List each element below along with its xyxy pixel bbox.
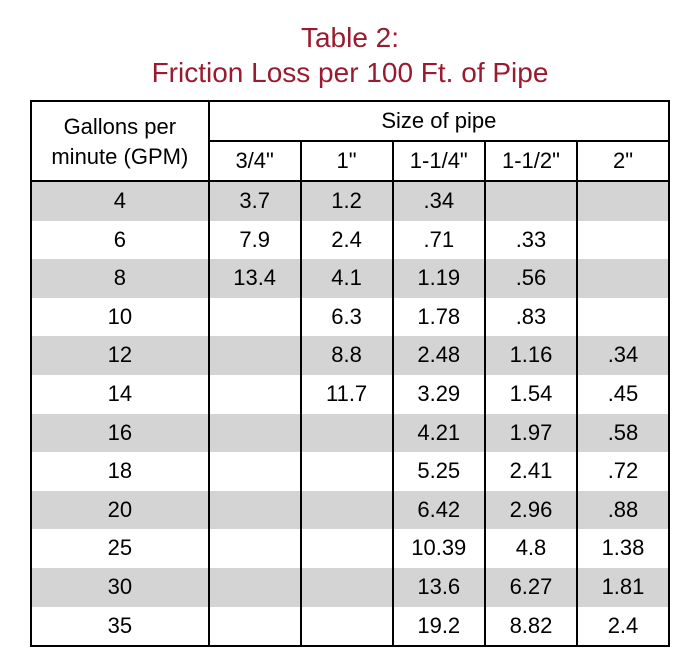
value-cell: 6.3	[301, 298, 393, 337]
value-cell: 6.42	[393, 491, 485, 530]
value-cell	[209, 375, 301, 414]
value-cell: .72	[577, 452, 669, 491]
title-line-1: Table 2:	[301, 22, 399, 53]
title-line-2: Friction Loss per 100 Ft. of Pipe	[152, 57, 549, 88]
value-cell: .34	[577, 336, 669, 375]
value-cell	[577, 221, 669, 260]
value-cell	[209, 452, 301, 491]
col-header: 2"	[577, 141, 669, 181]
value-cell: .58	[577, 414, 669, 453]
value-cell: 1.97	[485, 414, 577, 453]
value-cell: 1.54	[485, 375, 577, 414]
table-row: 20 6.422.96.88	[31, 491, 669, 530]
gpm-cell: 4	[31, 181, 209, 221]
value-cell: 5.25	[393, 452, 485, 491]
gpm-cell: 18	[31, 452, 209, 491]
gpm-cell: 16	[31, 414, 209, 453]
table-row: 67.92.4.71.33	[31, 221, 669, 260]
value-cell	[209, 491, 301, 530]
friction-loss-table: Gallons per Size of pipe minute (GPM) 3/…	[30, 100, 670, 647]
value-cell: 19.2	[393, 607, 485, 647]
col-header: 3/4"	[209, 141, 301, 181]
value-cell: 8.8	[301, 336, 393, 375]
value-cell: 1.16	[485, 336, 577, 375]
table-row: 10 6.31.78.83	[31, 298, 669, 337]
col-header: 1-1/2"	[485, 141, 577, 181]
value-cell: 1.78	[393, 298, 485, 337]
value-cell: 8.82	[485, 607, 577, 647]
value-cell: .83	[485, 298, 577, 337]
value-cell: .71	[393, 221, 485, 260]
col-header: 1-1/4"	[393, 141, 485, 181]
value-cell	[209, 298, 301, 337]
value-cell: 2.4	[301, 221, 393, 260]
value-cell	[209, 529, 301, 568]
value-cell	[301, 452, 393, 491]
value-cell: 7.9	[209, 221, 301, 260]
gpm-cell: 8	[31, 259, 209, 298]
value-cell: 1.19	[393, 259, 485, 298]
value-cell: 4.1	[301, 259, 393, 298]
gpm-cell: 25	[31, 529, 209, 568]
value-cell: 10.39	[393, 529, 485, 568]
value-cell: 2.41	[485, 452, 577, 491]
value-cell: .34	[393, 181, 485, 221]
table-row: 12 8.82.481.16.34	[31, 336, 669, 375]
value-cell: 3.7	[209, 181, 301, 221]
table-row: 18 5.252.41.72	[31, 452, 669, 491]
value-cell	[577, 181, 669, 221]
value-cell	[209, 336, 301, 375]
value-cell: 4.8	[485, 529, 577, 568]
value-cell: .56	[485, 259, 577, 298]
gpm-cell: 12	[31, 336, 209, 375]
col-header: 1"	[301, 141, 393, 181]
gpm-cell: 6	[31, 221, 209, 260]
value-cell: 6.27	[485, 568, 577, 607]
value-cell	[301, 607, 393, 647]
value-cell: 1.2	[301, 181, 393, 221]
value-cell	[209, 414, 301, 453]
value-cell	[301, 491, 393, 530]
value-cell: 2.4	[577, 607, 669, 647]
value-cell	[577, 298, 669, 337]
value-cell: 1.81	[577, 568, 669, 607]
value-cell: 13.6	[393, 568, 485, 607]
value-cell: 13.4	[209, 259, 301, 298]
gpm-cell: 30	[31, 568, 209, 607]
value-cell	[485, 181, 577, 221]
gpm-cell: 20	[31, 491, 209, 530]
gpm-cell: 10	[31, 298, 209, 337]
value-cell	[577, 259, 669, 298]
table-row: 16 4.211.97.58	[31, 414, 669, 453]
table-body: 43.71.2.3467.92.4.71.33813.44.11.19.5610…	[31, 181, 669, 646]
value-cell	[209, 568, 301, 607]
row-header-line1: Gallons per	[31, 101, 209, 141]
value-cell: 1.38	[577, 529, 669, 568]
table-row: 14 11.73.291.54.45	[31, 375, 669, 414]
value-cell: 2.96	[485, 491, 577, 530]
gpm-cell: 14	[31, 375, 209, 414]
value-cell: .33	[485, 221, 577, 260]
gpm-cell: 35	[31, 607, 209, 647]
value-cell: .45	[577, 375, 669, 414]
table-row: 43.71.2.34	[31, 181, 669, 221]
value-cell: 2.48	[393, 336, 485, 375]
value-cell: .88	[577, 491, 669, 530]
table-row: 35 19.28.822.4	[31, 607, 669, 647]
row-header-line2: minute (GPM)	[31, 141, 209, 181]
value-cell: 4.21	[393, 414, 485, 453]
group-header: Size of pipe	[209, 101, 669, 141]
table-title: Table 2: Friction Loss per 100 Ft. of Pi…	[30, 20, 670, 90]
table-row: 30 13.66.271.81	[31, 568, 669, 607]
table-row: 813.44.11.19.56	[31, 259, 669, 298]
value-cell	[301, 568, 393, 607]
value-cell	[301, 414, 393, 453]
value-cell: 3.29	[393, 375, 485, 414]
table-row: 25 10.394.81.38	[31, 529, 669, 568]
value-cell	[209, 607, 301, 647]
value-cell	[301, 529, 393, 568]
value-cell: 11.7	[301, 375, 393, 414]
